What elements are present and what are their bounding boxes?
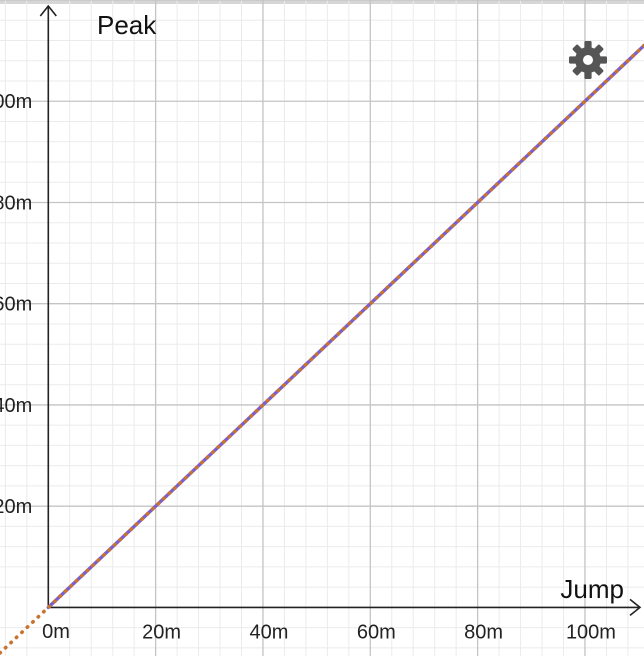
y-axis-title: Peak [97,10,157,40]
gear-hole [583,55,593,65]
y-tick-label: 80m [0,192,32,214]
tick-labels: 20m 40m 60m 80m 100m 20m 40m 60m 80m 100m [0,91,616,643]
y-tick-label: 40m [0,395,32,417]
x-tick-label: 60m [357,621,396,643]
settings-button[interactable] [566,38,610,82]
top-border [0,0,644,4]
gear-icon [569,41,607,79]
x-axis-title: Jump [560,574,624,604]
y-tick-label: 20m [0,496,32,518]
series-layer [0,43,644,655]
series-line-dotted[interactable] [0,43,644,655]
y-tick-label: 100m [0,91,32,113]
x-axis-arrow [629,598,642,617]
x-tick-label: 20m [142,621,181,643]
origin-label: 0m [42,621,70,643]
x-tick-label: 80m [464,621,503,643]
x-tick-label: 40m [250,621,289,643]
y-axis-arrow [39,4,57,17]
x-tick-label: 100m [566,621,616,643]
y-tick-label: 60m [0,294,32,316]
axes [39,4,642,617]
